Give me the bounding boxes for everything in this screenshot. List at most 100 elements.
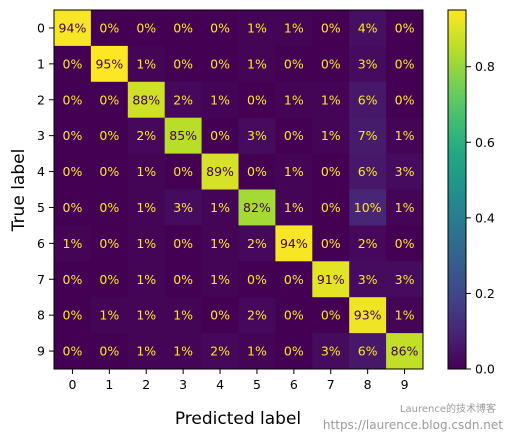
y-axis-ticks: 0 1 2 3 4 5 6 7 8 9 [37,20,54,359]
cell-value-label: 0% [63,272,83,287]
heatmap-cell [90,189,129,226]
heatmap-cell [275,297,313,334]
heatmap-cell [312,117,350,154]
heatmap-cell [386,81,424,119]
heatmap-cell [349,81,387,119]
heatmap-cell [312,153,350,190]
heatmap-cell [201,189,239,226]
heatmap-cell [238,189,276,226]
colorbar-tick-label: 0.6 [475,135,495,150]
y-tick-label: 4 [37,164,45,179]
heatmap-cell [127,261,166,298]
heatmap-cell [201,153,239,190]
heatmap-cell [386,333,424,370]
heatmap-value-labels: 94% 0% 0% 0% 0% 1% 1% 0% 4% 0% 0% 95% 1% 0% 0% 1% 0% 0% 3%… [59,20,419,358]
heatmap-cell [127,297,166,334]
cell-value-label: 1% [136,308,156,323]
colorbar-ticks: 0.0 0.2 0.4 0.6 0.8 [466,59,495,377]
heatmap-cell [275,333,313,370]
x-tick-label: 8 [364,377,372,392]
heatmap-cell [386,45,424,83]
cell-value-label: 1% [247,20,267,35]
heatmap-cell [349,189,387,226]
heatmap-cell [312,261,350,298]
heatmap-cell [164,297,202,334]
cell-value-label: 0% [63,344,83,359]
heatmap-cell [90,333,129,370]
x-tick-label: 6 [290,377,298,392]
y-tick-label: 2 [37,92,45,107]
cell-value-label: 2% [247,308,267,323]
cell-value-label: 1% [136,344,156,359]
heatmap-cell [201,333,239,370]
x-tick-label: 1 [105,377,113,392]
heatmap-cell [312,333,350,370]
colorbar-tick-label: 0.0 [475,362,495,377]
heatmap-cell [164,45,202,83]
cell-value-label: 0% [63,164,83,179]
heatmap-cell [275,261,313,298]
x-tick-label: 3 [179,377,187,392]
heatmap-cell [238,117,276,154]
heatmap-cell [90,153,129,190]
heatmap-cell [349,333,387,370]
heatmap-cell [201,261,239,298]
cell-value-label: 4% [358,20,378,35]
cell-value-label: 2% [247,236,267,251]
heatmap-cell [127,10,166,47]
cell-value-label: 1% [321,92,341,107]
heatmap-cell [275,189,313,226]
cell-value-label: 0% [173,20,193,35]
cell-value-label: 0% [173,236,193,251]
heatmap-cell [312,225,350,262]
y-tick-label: 0 [37,20,45,35]
cell-value-label: 0% [395,92,415,107]
cell-value-label: 0% [173,164,193,179]
cell-value-label: 2% [136,128,156,143]
heatmap-cell [54,261,92,298]
heatmap-cell [201,117,239,154]
heatmap-cell [54,81,92,119]
cell-value-label: 3% [247,128,267,143]
heatmap-cell [275,225,313,262]
heatmap-cell [238,10,276,47]
heatmap-cell [386,225,424,262]
cell-value-label: 0% [321,308,341,323]
heatmap-cell [238,225,276,262]
cell-value-label: 6% [358,164,378,179]
cell-value-label: 0% [63,128,83,143]
cell-value-label: 0% [284,272,304,287]
cell-value-label: 0% [321,20,341,35]
heatmap-cell [54,45,92,83]
cell-value-label: 10% [354,200,382,215]
cell-value-label: 1% [136,200,156,215]
heatmap-cell [127,333,166,370]
cell-value-label: 0% [173,56,193,71]
cell-value-label: 0% [321,236,341,251]
x-tick-label: 4 [216,377,224,392]
heatmap-cell [54,153,92,190]
heatmap-cell [127,189,166,226]
cell-value-label: 0% [99,20,119,35]
heatmap-cell [349,261,387,298]
cell-value-label: 0% [284,56,304,71]
cell-value-label: 0% [210,308,230,323]
heatmap-cell [54,10,92,47]
heatmap-cell [312,297,350,334]
cell-value-label: 1% [395,200,415,215]
x-tick-label: 9 [401,377,409,392]
cell-value-label: 0% [210,56,230,71]
cell-value-label: 0% [99,272,119,287]
heatmap-cell [90,297,129,334]
cell-value-label: 0% [321,164,341,179]
cell-value-label: 6% [358,92,378,107]
heatmap-cell [386,297,424,334]
cell-value-label: 0% [63,200,83,215]
cell-value-label: 1% [247,344,267,359]
cell-value-label: 1% [210,236,230,251]
heatmap-cell [54,117,92,154]
heatmap-cell [90,117,129,154]
cell-value-label: 3% [321,344,341,359]
cell-value-label: 86% [391,344,419,359]
heatmap-cell [201,81,239,119]
